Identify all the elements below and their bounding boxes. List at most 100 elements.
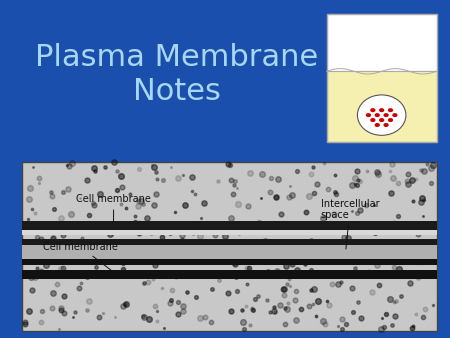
Point xyxy=(96,255,103,260)
Point xyxy=(171,210,178,215)
Point xyxy=(292,288,299,293)
Point xyxy=(223,239,230,244)
Point xyxy=(32,211,39,216)
Point xyxy=(310,301,317,307)
Point xyxy=(407,245,414,251)
Point xyxy=(353,228,360,234)
Point xyxy=(246,322,253,327)
Point xyxy=(410,199,417,204)
Point xyxy=(126,221,133,227)
Point xyxy=(274,268,281,274)
Point xyxy=(149,276,156,282)
Point xyxy=(111,160,118,165)
Point xyxy=(349,182,356,188)
Point xyxy=(418,195,425,200)
Point xyxy=(95,253,102,258)
Point xyxy=(43,263,50,268)
Point xyxy=(307,237,315,242)
Circle shape xyxy=(370,108,375,112)
Point xyxy=(314,181,321,186)
Point xyxy=(281,270,288,275)
Circle shape xyxy=(374,123,380,127)
Point xyxy=(417,200,424,205)
Point xyxy=(396,266,403,271)
Point xyxy=(429,162,436,167)
Point xyxy=(54,247,61,252)
Text: Plasma Membrane
Notes: Plasma Membrane Notes xyxy=(35,43,318,106)
Point xyxy=(90,202,98,208)
Point xyxy=(321,321,328,326)
Circle shape xyxy=(374,113,380,117)
Point xyxy=(412,311,419,317)
Text: Cell membrane: Cell membrane xyxy=(43,242,118,270)
Text: Intercellular
space: Intercellular space xyxy=(321,199,379,249)
Point xyxy=(99,310,107,316)
Point xyxy=(258,242,265,247)
Point xyxy=(57,305,64,311)
Point xyxy=(320,216,327,221)
Point xyxy=(232,178,239,184)
Circle shape xyxy=(379,118,384,122)
Point xyxy=(392,298,399,303)
Point xyxy=(30,224,37,229)
Point xyxy=(374,170,381,175)
Point xyxy=(26,196,33,201)
Point xyxy=(235,225,243,231)
Point xyxy=(153,309,161,314)
Point xyxy=(26,186,33,191)
Point xyxy=(38,309,45,314)
Circle shape xyxy=(379,108,384,112)
Point xyxy=(354,210,361,216)
Point xyxy=(395,241,402,246)
Point xyxy=(67,240,74,245)
Point xyxy=(321,161,328,166)
Point xyxy=(421,168,428,173)
Point xyxy=(354,182,361,188)
Point xyxy=(249,307,256,312)
Point xyxy=(196,228,203,234)
Point xyxy=(76,285,83,290)
Circle shape xyxy=(392,113,397,117)
Point xyxy=(22,319,29,324)
Point xyxy=(166,301,173,306)
Point xyxy=(408,257,415,262)
Point xyxy=(196,249,203,255)
Point xyxy=(33,265,40,271)
Point xyxy=(140,201,147,207)
Point xyxy=(224,162,231,167)
Point xyxy=(305,304,312,309)
Point xyxy=(60,310,68,315)
Point xyxy=(418,167,425,173)
Point xyxy=(310,191,318,196)
Point xyxy=(64,186,72,192)
Point xyxy=(21,321,28,327)
Point xyxy=(354,299,361,305)
Point xyxy=(150,202,157,208)
Point xyxy=(179,172,186,177)
Bar xyxy=(22,245,437,259)
Point xyxy=(131,213,138,219)
Point xyxy=(117,173,124,178)
Point xyxy=(334,282,341,287)
Point xyxy=(153,169,160,174)
Point xyxy=(233,274,240,280)
Point xyxy=(272,194,279,199)
Point xyxy=(68,211,75,217)
Point xyxy=(310,287,317,292)
Point xyxy=(315,298,322,303)
Point xyxy=(22,251,30,256)
Point xyxy=(281,306,288,311)
Point xyxy=(40,239,47,244)
Point xyxy=(77,226,84,232)
Point xyxy=(390,175,397,181)
Point xyxy=(239,320,246,325)
Point xyxy=(118,185,125,190)
Point xyxy=(326,303,333,308)
Point xyxy=(338,250,346,256)
Point xyxy=(156,252,163,257)
Point xyxy=(94,222,101,227)
Point xyxy=(422,307,429,312)
Point xyxy=(151,303,158,309)
Point xyxy=(227,215,234,220)
Point xyxy=(235,230,243,235)
